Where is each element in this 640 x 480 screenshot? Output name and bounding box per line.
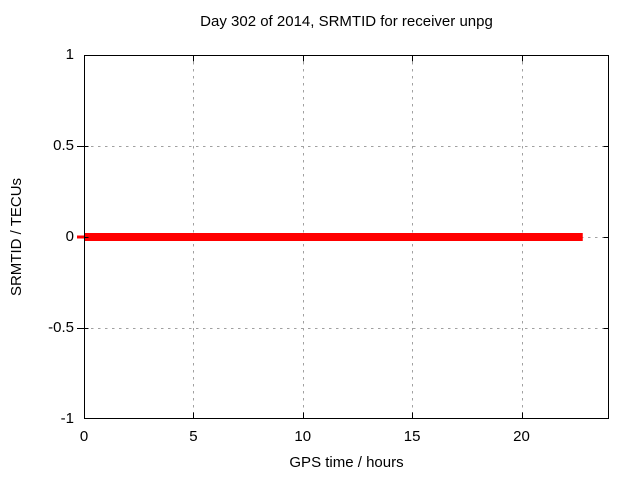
y-tick-label: 0 <box>65 228 74 245</box>
y-tick-label: 0.5 <box>53 137 74 154</box>
y-tick-label: -1 <box>60 410 74 427</box>
y-tick-label: -0.5 <box>48 319 74 336</box>
chart-title: Day 302 of 2014, SRMTID for receiver unp… <box>200 13 493 30</box>
x-tick-label: 15 <box>403 428 421 445</box>
y-tick-label: 1 <box>65 46 74 63</box>
x-tick-label: 0 <box>79 428 89 445</box>
x-tick-label: 20 <box>513 428 530 445</box>
plot-area <box>77 55 609 419</box>
x-tick-label: 5 <box>189 428 198 445</box>
x-tick-label: 10 <box>294 428 312 445</box>
x-axis-label: GPS time / hours <box>289 454 404 471</box>
